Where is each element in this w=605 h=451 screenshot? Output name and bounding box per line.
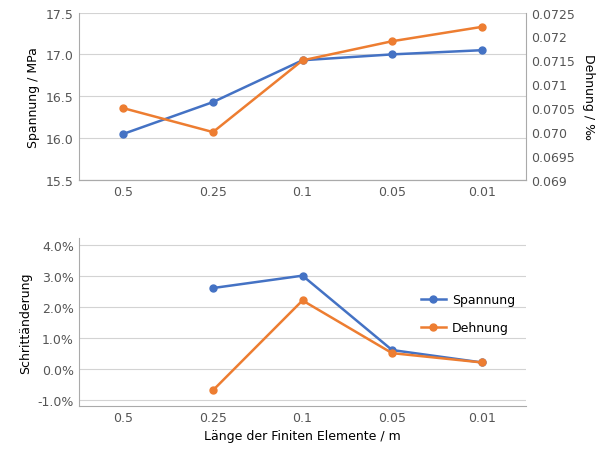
Spannung <box>299 273 306 279</box>
Y-axis label: Schrittänderung: Schrittänderung <box>19 272 32 373</box>
Spannung <box>478 360 485 365</box>
Dehnung <box>478 360 485 365</box>
Dehnung <box>388 350 396 356</box>
Line: Dehnung: Dehnung <box>209 297 485 394</box>
Dehnung <box>209 388 217 393</box>
Dehnung <box>299 298 306 304</box>
Spannung <box>209 285 217 291</box>
Y-axis label: Spannung / MPa: Spannung / MPa <box>27 47 41 147</box>
Spannung <box>388 348 396 353</box>
Legend: Spannung, Dehnung: Spannung, Dehnung <box>416 289 520 340</box>
X-axis label: Länge der Finiten Elemente / m: Länge der Finiten Elemente / m <box>204 429 401 442</box>
Y-axis label: Dehnung / ‰: Dehnung / ‰ <box>581 54 595 140</box>
Line: Spannung: Spannung <box>209 272 485 366</box>
